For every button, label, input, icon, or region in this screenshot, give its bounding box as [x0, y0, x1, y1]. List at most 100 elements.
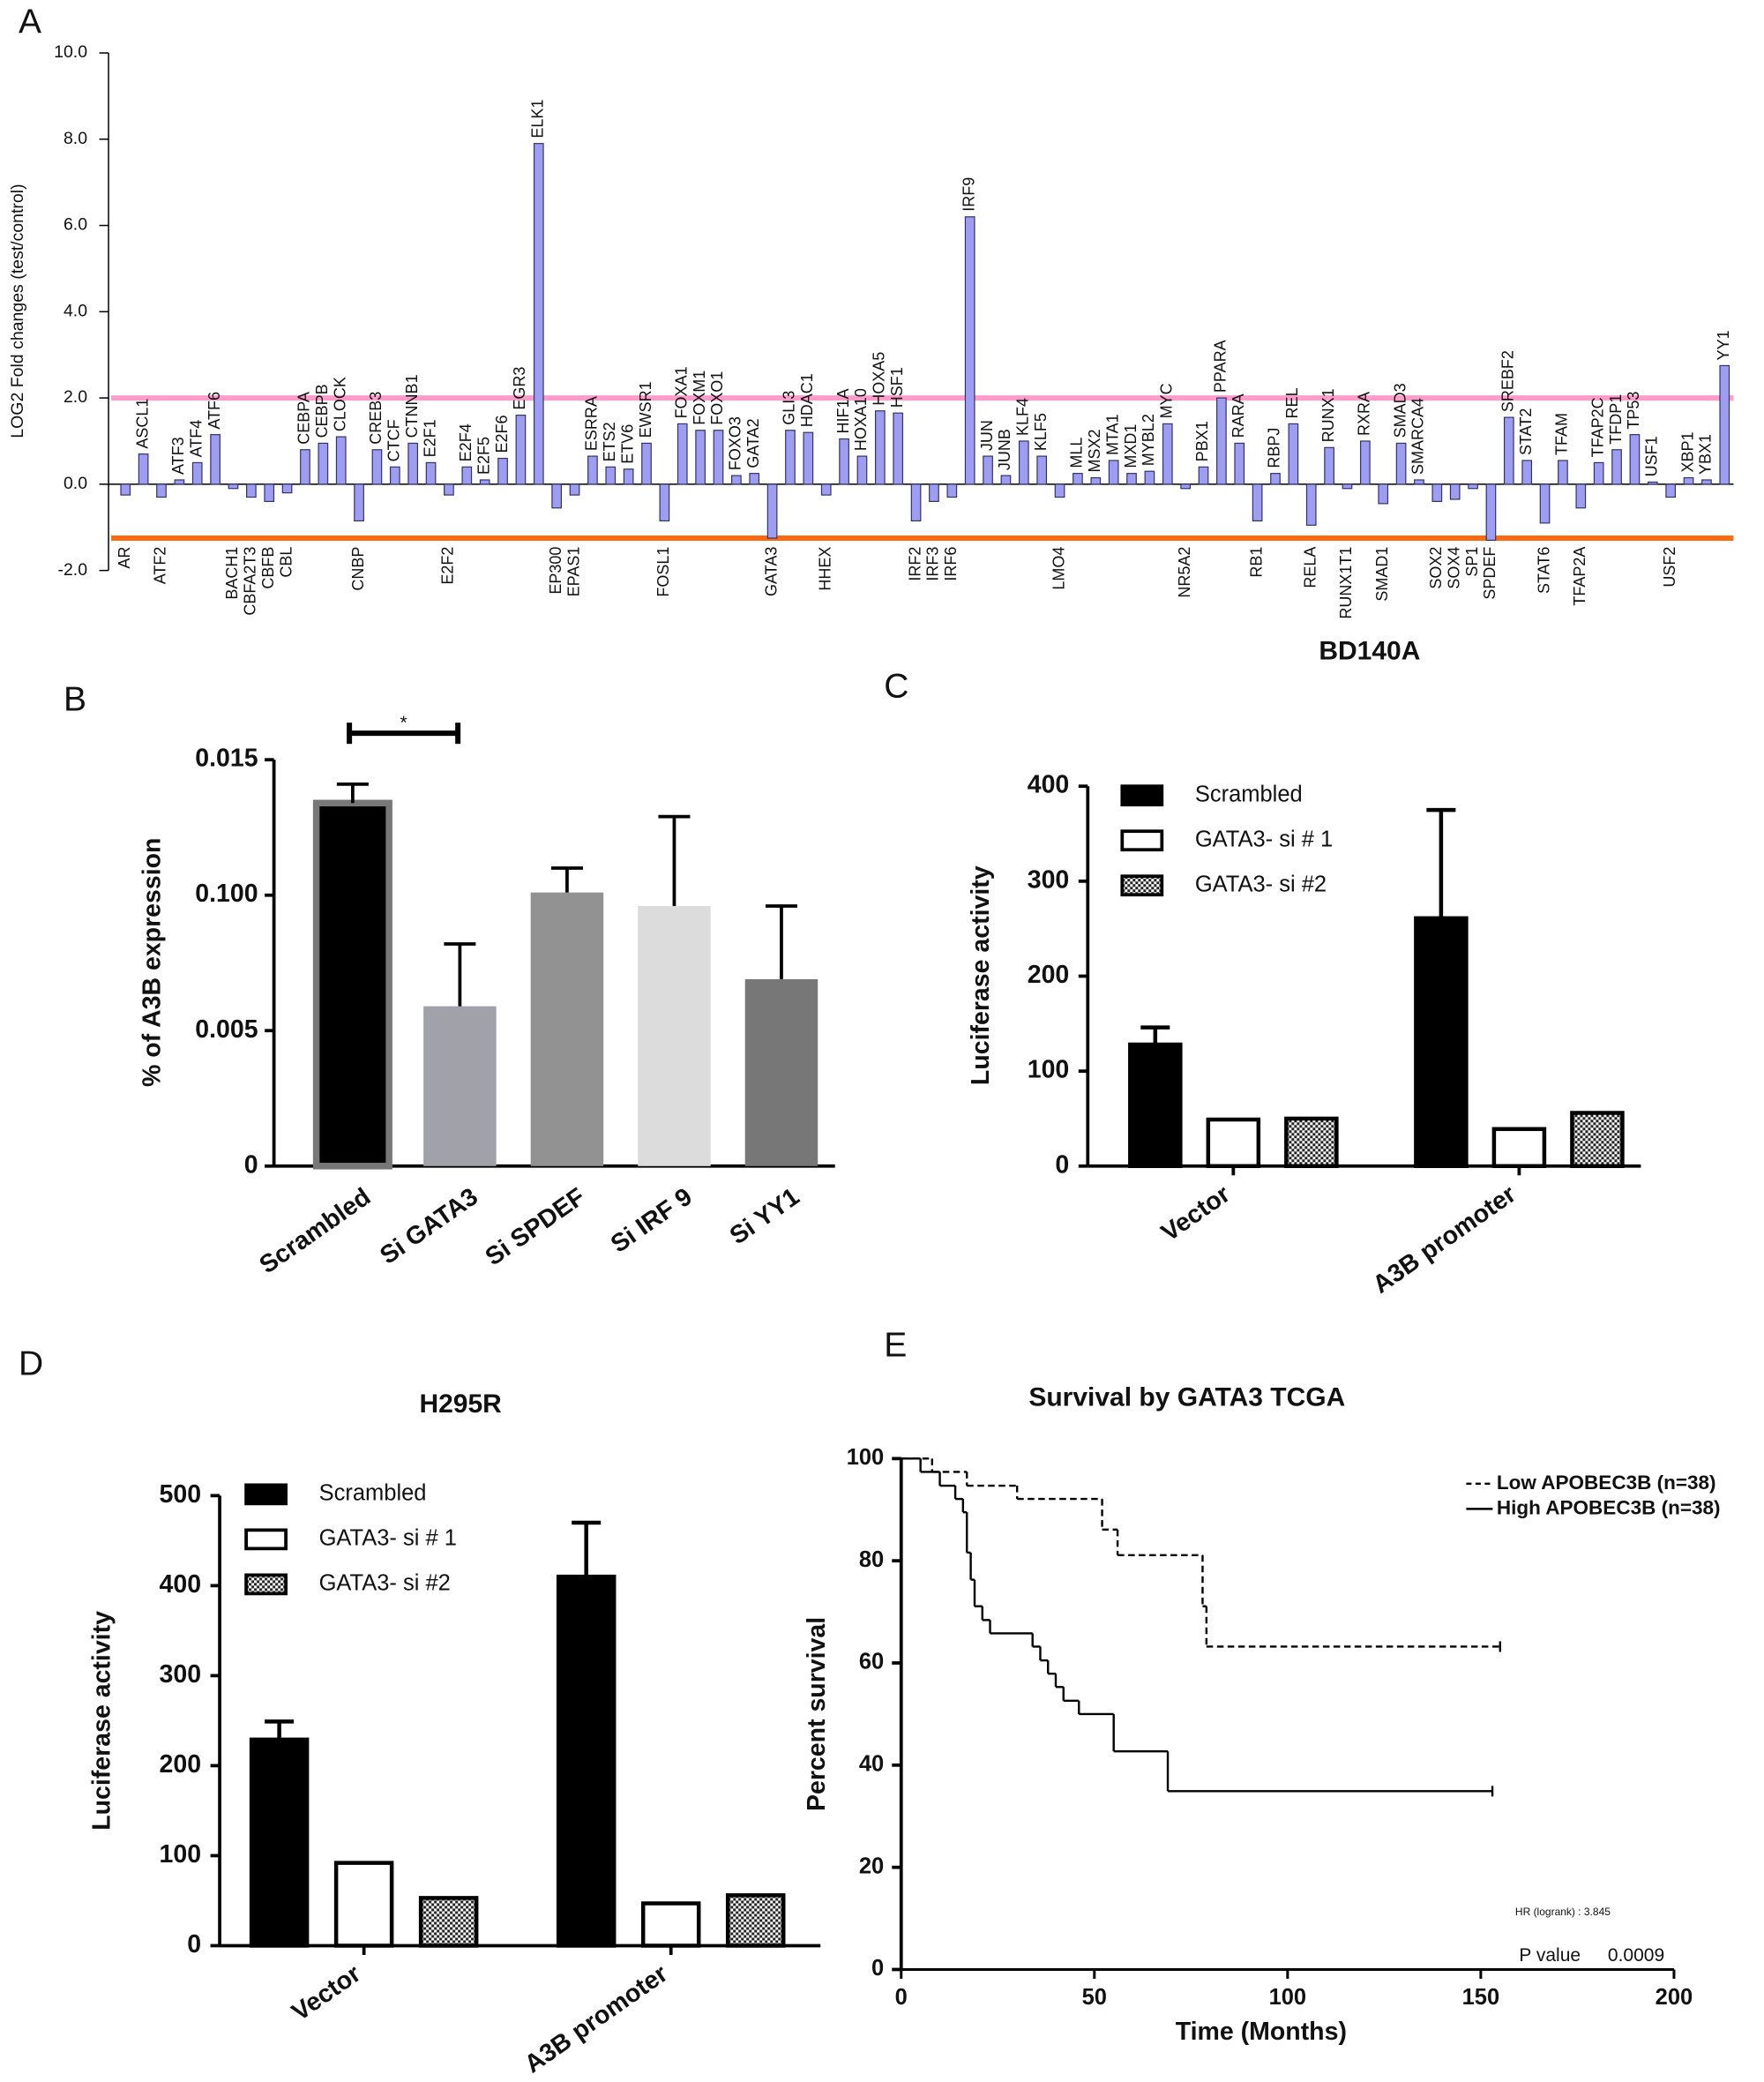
- bar: [228, 483, 239, 490]
- bar-label: SOX2: [1427, 547, 1445, 589]
- bar: [1073, 473, 1083, 485]
- bar-label: FOXO1: [708, 371, 726, 425]
- bar-label: MLL: [1068, 438, 1086, 468]
- chart-title: H295R: [419, 1389, 502, 1419]
- bar: [335, 436, 347, 485]
- legend-swatch: [244, 1528, 288, 1551]
- bar: [1342, 483, 1353, 490]
- bar-label: XBP1: [1678, 432, 1696, 473]
- y-tick-label: 0: [187, 1930, 201, 1958]
- bar-label: FOSL1: [654, 547, 672, 597]
- bar-label: SREBF2: [1499, 350, 1517, 412]
- y-tick-label: 0: [244, 1150, 258, 1179]
- bar-label: ATF4: [187, 420, 205, 458]
- bar-label: EWSR1: [637, 381, 654, 438]
- bar-label: TFAP2A: [1571, 547, 1588, 606]
- bar: [638, 905, 711, 1166]
- bar-label: CNBP: [349, 547, 367, 591]
- bar: [569, 483, 580, 496]
- x-tick-label: 200: [1656, 1985, 1693, 2010]
- bar-label: PBX1: [1193, 421, 1211, 461]
- bar-label: SPDEF: [1481, 547, 1499, 600]
- y-tick-label: 300: [160, 1660, 202, 1689]
- y-tick-label: 300: [1028, 865, 1070, 894]
- bar: [1593, 461, 1604, 485]
- y-tick-label: 80: [859, 1547, 884, 1572]
- bar-label: HOXA5: [871, 352, 888, 406]
- bar: [1414, 916, 1469, 1169]
- bar: [839, 438, 849, 485]
- bar-label: JUN: [978, 420, 996, 451]
- x-tick-label: 50: [1082, 1985, 1107, 2010]
- bar: [1234, 442, 1245, 485]
- x-tick-label: A3B promoter: [1368, 1180, 1521, 1299]
- legend-label: GATA3- si #2: [1195, 872, 1327, 896]
- bar: [1162, 423, 1173, 485]
- bar: [191, 461, 203, 485]
- bar-label: CEBPB: [313, 384, 331, 438]
- bar: [874, 410, 886, 485]
- panel-label: A: [19, 3, 41, 41]
- bar: [423, 1006, 497, 1166]
- bar: [1491, 1127, 1547, 1169]
- bar-label: ETS2: [601, 422, 618, 461]
- bar-label: RXRA: [1356, 392, 1373, 436]
- bar-label: GATA2: [744, 418, 762, 468]
- bar: [587, 455, 598, 485]
- y-tick-label: 0.005: [195, 1015, 258, 1044]
- bar: [1378, 483, 1389, 505]
- bar-label: ESRRA: [583, 396, 601, 451]
- bar-label: RUNX1T1: [1337, 547, 1355, 619]
- bar: [605, 466, 617, 485]
- annotation: P value: [1519, 1945, 1581, 1966]
- bar-label: AR: [116, 547, 133, 569]
- bar-label: HOXA10: [852, 388, 870, 451]
- bar: [1611, 449, 1622, 485]
- bar: [533, 143, 544, 485]
- bar: [245, 483, 257, 498]
- legend-swatch: [244, 1573, 288, 1596]
- bar-label: E2F1: [421, 419, 438, 457]
- bar-label: CBL: [277, 547, 295, 578]
- bar: [1305, 483, 1317, 526]
- bar-label: RUNX1: [1319, 388, 1337, 442]
- y-axis-label: Percent survival: [803, 1617, 831, 1811]
- bar-label: GATA3: [762, 547, 780, 596]
- bar-label: STAT2: [1517, 408, 1535, 455]
- bar-label: CTNNB1: [403, 374, 421, 438]
- bar: [1036, 455, 1048, 485]
- bar: [1108, 460, 1119, 485]
- y-tick-label: 100: [1028, 1056, 1070, 1084]
- bar: [713, 430, 724, 485]
- bar: [515, 415, 527, 485]
- bar-label: TP53: [1625, 392, 1642, 430]
- y-tick-label: 200: [160, 1750, 202, 1779]
- bar: [695, 430, 706, 485]
- bar: [530, 892, 604, 1166]
- bar: [964, 216, 975, 485]
- bar-label: USF2: [1661, 547, 1678, 588]
- annotation: *: [400, 713, 407, 733]
- bar: [551, 483, 563, 509]
- y-axis-label: % of A3B expression: [138, 838, 167, 1087]
- bar: [659, 483, 670, 522]
- bar: [138, 453, 149, 485]
- bar-label: IRF3: [924, 547, 942, 581]
- bar: [281, 483, 293, 494]
- x-tick-label: 0: [895, 1985, 908, 2010]
- bar: [444, 483, 454, 496]
- bar: [479, 479, 490, 485]
- y-tick-label: 400: [1028, 771, 1070, 799]
- bar-label: SMARCA4: [1409, 398, 1427, 475]
- bar-label: CBFA2T3: [242, 547, 259, 616]
- annotation: HR (logrank) : 3.845: [1515, 1906, 1611, 1918]
- bar-label: ATF6: [206, 392, 223, 430]
- bar: [418, 1896, 479, 1948]
- bar-label: GLI3: [781, 391, 798, 425]
- bar: [120, 483, 131, 496]
- y-axis-label: Luciferase activity: [967, 865, 995, 1085]
- bar: [333, 1861, 394, 1948]
- bar: [1288, 423, 1299, 485]
- bar-label: E2F5: [475, 437, 492, 475]
- bar: [210, 434, 220, 485]
